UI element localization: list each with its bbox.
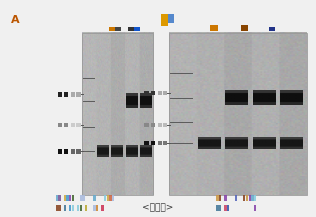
Bar: [243, 194, 246, 201]
Bar: [169, 33, 307, 195]
Bar: [69, 194, 71, 201]
Bar: [216, 194, 219, 201]
Bar: [219, 194, 221, 201]
Text: <미공개>: <미공개>: [142, 203, 174, 212]
Bar: [58, 149, 62, 154]
Bar: [76, 92, 81, 97]
Bar: [77, 204, 79, 211]
Bar: [112, 194, 114, 201]
Bar: [144, 91, 149, 95]
Bar: [58, 92, 62, 97]
Bar: [96, 204, 98, 211]
Bar: [64, 123, 68, 128]
Bar: [93, 194, 95, 201]
Text: A: A: [11, 15, 20, 25]
Bar: [163, 141, 167, 145]
Bar: [168, 14, 174, 23]
Bar: [109, 27, 115, 31]
Bar: [71, 123, 75, 128]
Bar: [69, 204, 71, 211]
Bar: [85, 204, 88, 211]
Bar: [93, 204, 95, 211]
Bar: [71, 92, 75, 97]
Bar: [270, 27, 275, 31]
Bar: [76, 123, 81, 128]
Bar: [151, 141, 155, 145]
Bar: [58, 123, 62, 128]
Bar: [64, 204, 66, 211]
Bar: [158, 141, 162, 145]
Bar: [151, 91, 155, 95]
Bar: [254, 204, 256, 211]
Bar: [210, 25, 218, 31]
Bar: [64, 194, 66, 201]
Bar: [224, 194, 227, 201]
Bar: [144, 123, 149, 128]
Bar: [72, 194, 74, 201]
Bar: [163, 91, 167, 95]
Bar: [134, 27, 140, 31]
Bar: [235, 194, 237, 201]
Bar: [66, 194, 69, 201]
Bar: [128, 27, 134, 31]
Bar: [107, 194, 109, 201]
Bar: [254, 194, 256, 201]
Bar: [224, 204, 227, 211]
Bar: [71, 149, 75, 154]
Bar: [101, 204, 104, 211]
Bar: [80, 204, 82, 211]
Bar: [80, 194, 82, 201]
Bar: [161, 14, 168, 26]
Bar: [115, 27, 121, 31]
Bar: [251, 194, 253, 201]
Bar: [216, 204, 219, 211]
Bar: [240, 25, 248, 31]
Bar: [72, 204, 74, 211]
Bar: [104, 194, 106, 201]
Bar: [64, 149, 68, 154]
Bar: [64, 92, 68, 97]
Bar: [58, 204, 61, 211]
Bar: [76, 149, 81, 154]
Bar: [246, 194, 248, 201]
Bar: [158, 91, 162, 95]
Bar: [109, 194, 112, 201]
Bar: [227, 204, 229, 211]
Bar: [219, 204, 221, 211]
Bar: [158, 123, 162, 128]
Bar: [163, 123, 167, 128]
Bar: [144, 141, 149, 145]
Bar: [151, 123, 155, 128]
Bar: [58, 194, 61, 201]
Bar: [56, 204, 58, 211]
Bar: [249, 194, 251, 201]
Bar: [82, 33, 153, 195]
Bar: [56, 194, 58, 201]
Bar: [82, 194, 85, 201]
